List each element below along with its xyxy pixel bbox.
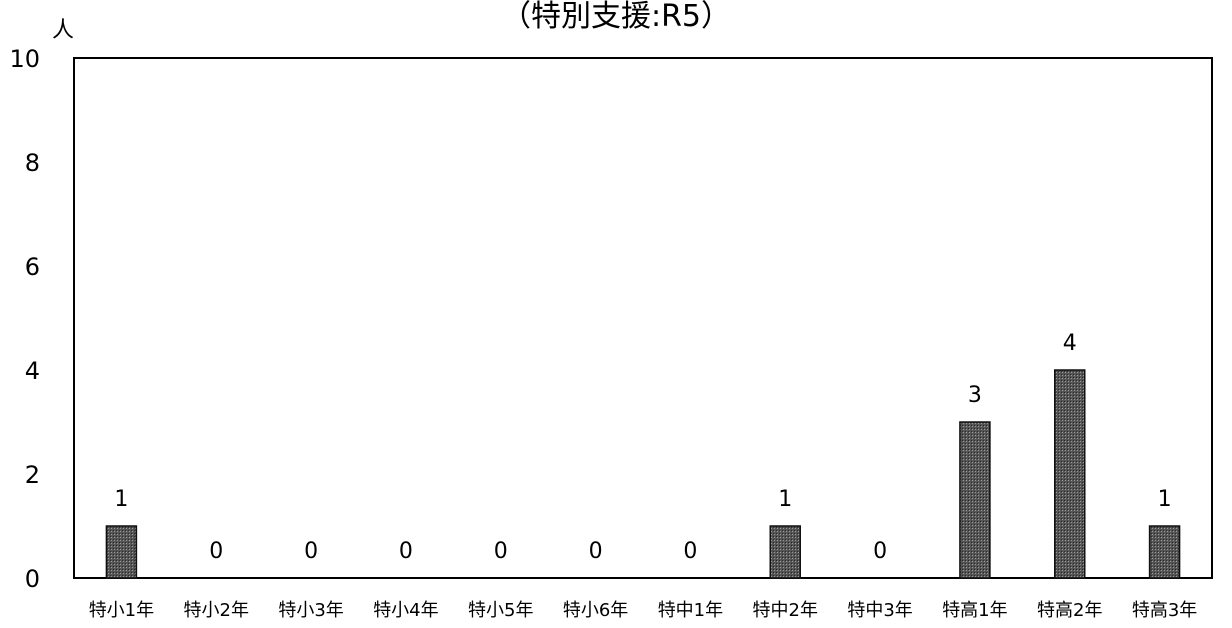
bar-value-label: 1 (114, 487, 128, 512)
y-tick-label: 6 (25, 253, 40, 281)
bar-特中2年 (769, 525, 801, 579)
x-category-label: 特高2年 (1037, 600, 1102, 621)
bar-value-label: 0 (399, 539, 413, 564)
bar-特高1年 (959, 421, 991, 579)
bar-value-label: 1 (1158, 487, 1172, 512)
x-category-label: 特小1年 (89, 600, 154, 621)
x-category-label: 特中1年 (658, 600, 723, 621)
y-tick-label: 10 (9, 45, 40, 73)
plot-area-frame (73, 57, 1213, 579)
x-category-label: 特高3年 (1132, 600, 1197, 621)
bar-value-label: 0 (683, 539, 697, 564)
x-category-label: 特中3年 (847, 600, 912, 621)
bar-value-label: 0 (209, 539, 223, 564)
x-category-label: 特小6年 (563, 600, 628, 621)
x-category-label: 特中2年 (753, 600, 818, 621)
bar-value-label: 0 (304, 539, 318, 564)
bar-value-label: 0 (873, 539, 887, 564)
bar-value-label: 0 (589, 539, 603, 564)
y-tick-label: 2 (25, 461, 40, 489)
bar-value-label: 3 (968, 383, 982, 408)
x-category-label: 特小2年 (184, 600, 249, 621)
y-tick-label: 0 (25, 565, 40, 593)
x-category-label: 特小5年 (468, 600, 533, 621)
bar-value-label: 0 (494, 539, 508, 564)
x-category-label: 特小4年 (373, 600, 438, 621)
y-axis-unit-label: 人 (52, 18, 75, 43)
bar-特高3年 (1148, 525, 1181, 579)
bar-特高2年 (1054, 369, 1086, 579)
chart-title: （特別支援:R5） (500, 0, 732, 34)
x-category-label: 特小3年 (278, 600, 343, 621)
bar-value-label: 4 (1063, 331, 1077, 356)
y-tick-label: 8 (25, 149, 40, 177)
x-category-label: 特高1年 (942, 600, 1007, 621)
bar-value-label: 1 (778, 487, 792, 512)
y-tick-label: 4 (25, 357, 40, 385)
bar-特小1年 (105, 525, 138, 579)
